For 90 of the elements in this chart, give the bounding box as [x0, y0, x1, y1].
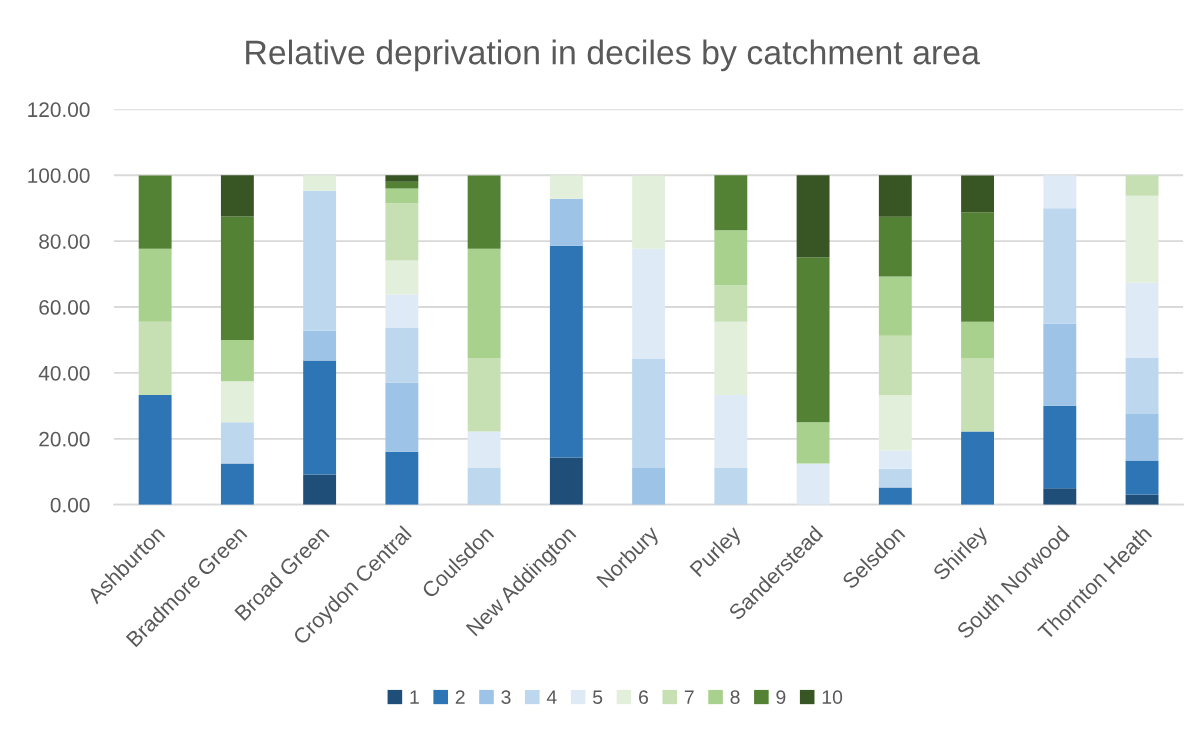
bar: [714, 468, 748, 505]
bar: [220, 463, 254, 505]
legend-label: 4: [546, 690, 557, 704]
bar: [796, 422, 830, 464]
bar: [961, 321, 995, 359]
bar: [1125, 460, 1159, 495]
bar: [714, 175, 748, 231]
bar: [961, 212, 995, 322]
bar: [220, 381, 254, 423]
y-tick-label: 40.00: [38, 365, 90, 381]
bar: [714, 230, 748, 286]
legend-label: 10: [822, 690, 843, 705]
bar: [303, 175, 337, 191]
bar: [385, 260, 419, 295]
legend-label: 7: [684, 690, 694, 704]
bar: [1125, 358, 1159, 415]
bar: [385, 175, 419, 182]
bar: [878, 276, 912, 336]
bar: [714, 321, 748, 395]
bar: [1125, 414, 1159, 461]
bar: [138, 394, 172, 505]
bar: [961, 431, 995, 505]
bar: [303, 330, 337, 361]
bar: [1043, 323, 1077, 406]
bar: [549, 457, 583, 505]
bar: [467, 468, 501, 505]
bar: [714, 394, 748, 469]
bar: [385, 181, 419, 189]
bar: [385, 203, 419, 261]
bar: [220, 339, 254, 382]
bar: [138, 321, 172, 395]
y-tick-label: 80.00: [39, 234, 90, 249]
bar: [878, 395, 912, 451]
bar: [549, 198, 583, 246]
bar: [796, 175, 830, 258]
bar: [467, 248, 501, 359]
bar: [632, 468, 666, 505]
bar: [385, 327, 419, 383]
y-tick-label: 60.00: [39, 300, 90, 315]
bar: [632, 248, 666, 359]
bar: [1125, 494, 1159, 505]
bar: [1043, 488, 1077, 505]
bar: [220, 422, 254, 464]
bar: [138, 175, 172, 249]
bar: [220, 175, 254, 217]
bar: [549, 175, 583, 199]
bar: [467, 175, 501, 249]
bar: [467, 358, 501, 432]
bar: [1043, 208, 1077, 324]
bar: [385, 294, 419, 328]
bar: [878, 487, 912, 505]
bar: [961, 358, 995, 432]
y-tick-label: 20.00: [39, 431, 90, 447]
bar: [1125, 195, 1159, 283]
y-tick-label: 120.00: [28, 102, 90, 118]
bar: [632, 358, 666, 469]
bar: [303, 474, 337, 505]
y-tick-label: 100.00: [28, 168, 90, 183]
bar: [878, 450, 912, 469]
legend-label: 3: [501, 690, 511, 705]
bar: [1043, 405, 1077, 489]
legend-label: 2: [455, 690, 465, 704]
bar: [878, 335, 912, 396]
bar: [467, 431, 501, 469]
bar: [138, 248, 172, 322]
bar: [303, 360, 337, 475]
legend-label: 8: [730, 690, 740, 705]
legend-label: 9: [776, 690, 786, 705]
legend-label: 6: [639, 690, 648, 705]
bar: [796, 257, 830, 423]
legend-label: 5: [593, 690, 603, 705]
bar: [714, 285, 748, 322]
bar: [1043, 175, 1077, 209]
bar: [961, 175, 995, 213]
bar: [220, 216, 254, 340]
bar: [1125, 175, 1159, 196]
bar: [796, 463, 830, 505]
y-tick-label: 0.00: [50, 497, 90, 513]
bar: [385, 188, 419, 204]
legend-label: 1: [410, 690, 419, 704]
bar: [878, 175, 912, 217]
chart-title: Relative deprivation in deciles by catchment area: [246, 39, 980, 72]
bar: [385, 451, 419, 505]
bar: [632, 175, 666, 249]
bar: [878, 216, 912, 277]
bar: [385, 382, 419, 452]
bar: [549, 245, 583, 458]
bar: [1125, 282, 1159, 359]
bar: [303, 190, 337, 331]
bar: [878, 468, 912, 488]
